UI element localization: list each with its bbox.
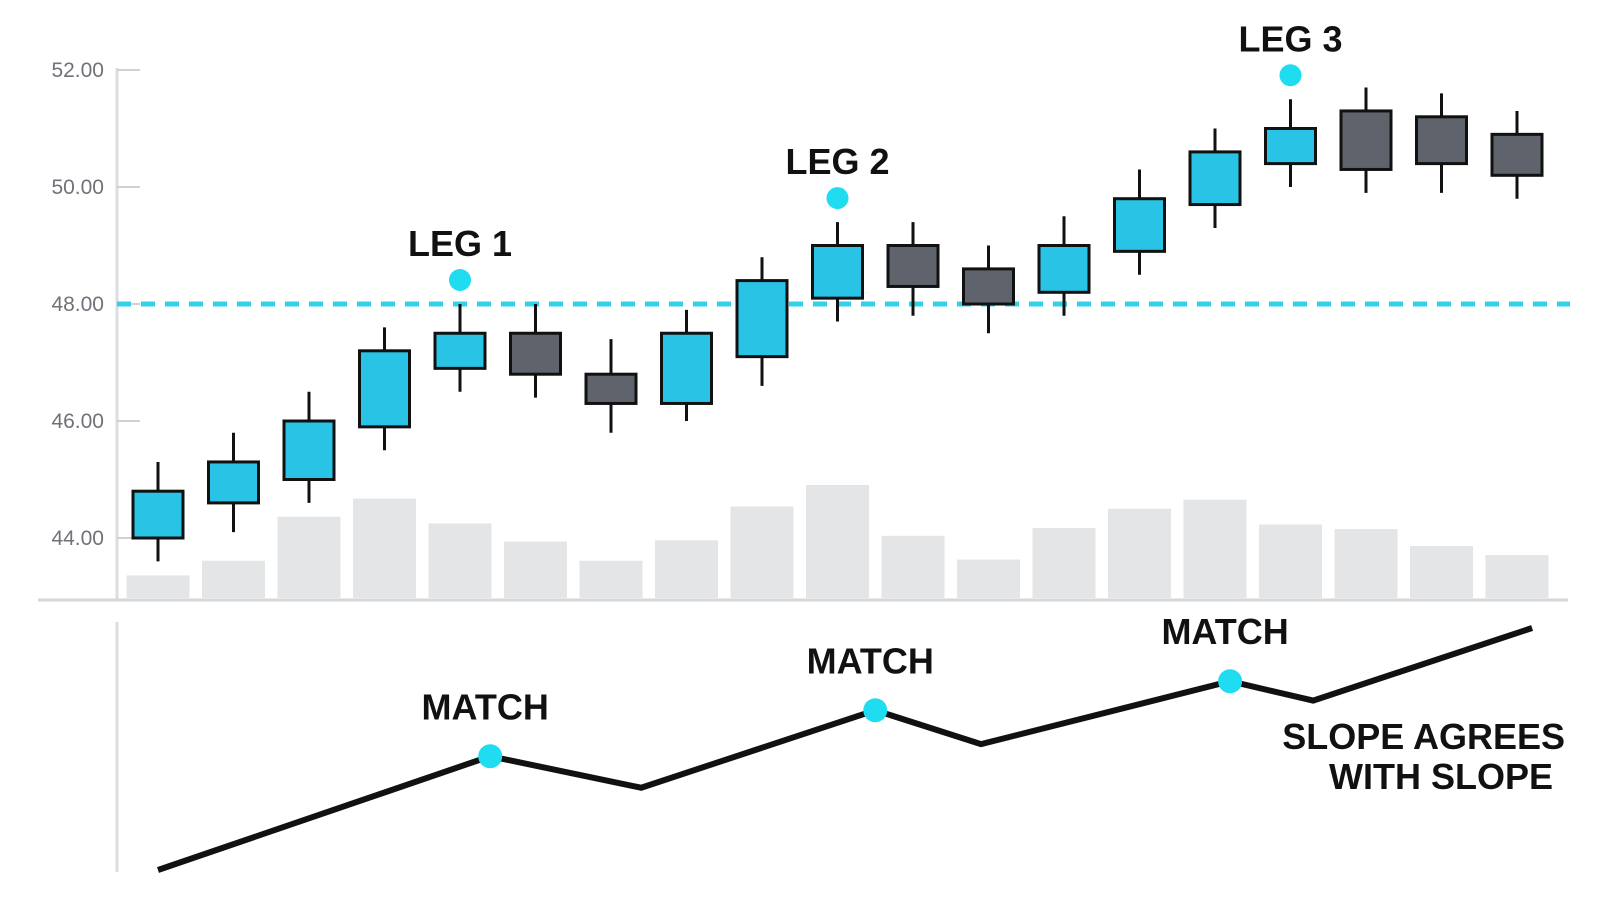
candle-body bbox=[282, 419, 336, 481]
candle-body bbox=[1264, 127, 1317, 166]
candle bbox=[282, 391, 336, 503]
match-markers: MATCH MATCH MATCH bbox=[422, 611, 1289, 769]
volume-bar bbox=[1485, 555, 1549, 598]
candle-body bbox=[358, 349, 411, 429]
candle bbox=[584, 339, 638, 433]
candle bbox=[131, 461, 185, 562]
y-axis-ticks: 52.00 50.00 48.00 46.00 44.00 bbox=[51, 59, 140, 550]
match-label: MATCH bbox=[807, 640, 934, 681]
volume-bar bbox=[730, 506, 794, 598]
volume-bar bbox=[277, 516, 341, 598]
candle-body bbox=[1188, 150, 1242, 207]
volume-bar bbox=[1108, 508, 1171, 598]
volume-bar bbox=[126, 575, 190, 598]
volume-bar bbox=[1032, 527, 1096, 598]
leg-marker bbox=[1279, 64, 1302, 87]
leg-label: LEG 1 bbox=[408, 223, 512, 264]
candle bbox=[811, 222, 864, 322]
candle-body bbox=[962, 267, 1015, 306]
candle-body bbox=[660, 331, 713, 405]
candle bbox=[735, 257, 789, 386]
candle-body bbox=[433, 331, 487, 370]
candle bbox=[1188, 128, 1242, 228]
candle bbox=[358, 327, 411, 451]
volume-bar bbox=[579, 560, 643, 598]
candle-body bbox=[584, 372, 638, 405]
leg-annotations: LEG 1 LEG 2 LEG 3 bbox=[408, 18, 1343, 291]
leg-marker bbox=[826, 187, 849, 210]
slope-note-line-2: WITH SLOPE bbox=[1329, 756, 1553, 797]
volume-bar bbox=[202, 560, 265, 598]
candle bbox=[1113, 169, 1166, 275]
match-marker bbox=[863, 698, 888, 723]
y-tick-label: 52.00 bbox=[51, 59, 104, 82]
match-marker bbox=[478, 744, 503, 769]
volume-bar bbox=[504, 541, 567, 598]
volume-bar bbox=[806, 485, 869, 598]
candle-body bbox=[1490, 132, 1544, 177]
leg-label: LEG 2 bbox=[785, 141, 889, 182]
volume-bar bbox=[1259, 524, 1322, 598]
volume-bar bbox=[1183, 499, 1247, 598]
y-tick-label: 46.00 bbox=[51, 410, 104, 433]
y-tick-label: 50.00 bbox=[51, 176, 104, 199]
candle-body bbox=[1113, 197, 1166, 253]
candle bbox=[207, 432, 260, 533]
candle bbox=[1490, 110, 1544, 199]
y-tick-label: 48.00 bbox=[51, 293, 104, 316]
candle-body bbox=[735, 279, 789, 359]
candle bbox=[433, 304, 487, 392]
candle-body bbox=[1415, 115, 1468, 166]
candle bbox=[962, 245, 1015, 334]
volume-bar bbox=[428, 523, 492, 598]
candle bbox=[1264, 99, 1317, 187]
candle bbox=[886, 222, 940, 316]
volume-bars bbox=[126, 485, 1549, 598]
y-tick-label: 44.00 bbox=[51, 527, 104, 550]
candle bbox=[1415, 93, 1468, 193]
candle bbox=[509, 304, 562, 398]
volume-bar bbox=[353, 498, 416, 598]
candle-body bbox=[131, 489, 185, 540]
volume-bar bbox=[957, 559, 1020, 598]
candle-body bbox=[886, 244, 940, 288]
volume-bar bbox=[1410, 546, 1473, 598]
match-label: MATCH bbox=[1161, 611, 1288, 652]
candle-body bbox=[1037, 244, 1091, 294]
volume-bar bbox=[655, 540, 718, 598]
candle-body bbox=[207, 460, 260, 505]
match-marker bbox=[1218, 669, 1243, 694]
candlesticks bbox=[131, 87, 1544, 562]
leg-marker bbox=[449, 269, 471, 291]
volume-bar bbox=[881, 535, 945, 598]
slope-note-line-1: SLOPE AGREES bbox=[1282, 716, 1565, 757]
candle bbox=[660, 309, 713, 421]
oscillator-line bbox=[157, 625, 1534, 873]
candle-body bbox=[509, 331, 562, 376]
leg-label: LEG 3 bbox=[1238, 18, 1342, 59]
volume-bar bbox=[1334, 529, 1398, 598]
candle bbox=[1037, 216, 1091, 316]
candle bbox=[1339, 87, 1393, 193]
candle-body bbox=[811, 244, 864, 300]
candle-body bbox=[1339, 109, 1393, 171]
match-label: MATCH bbox=[422, 686, 549, 727]
